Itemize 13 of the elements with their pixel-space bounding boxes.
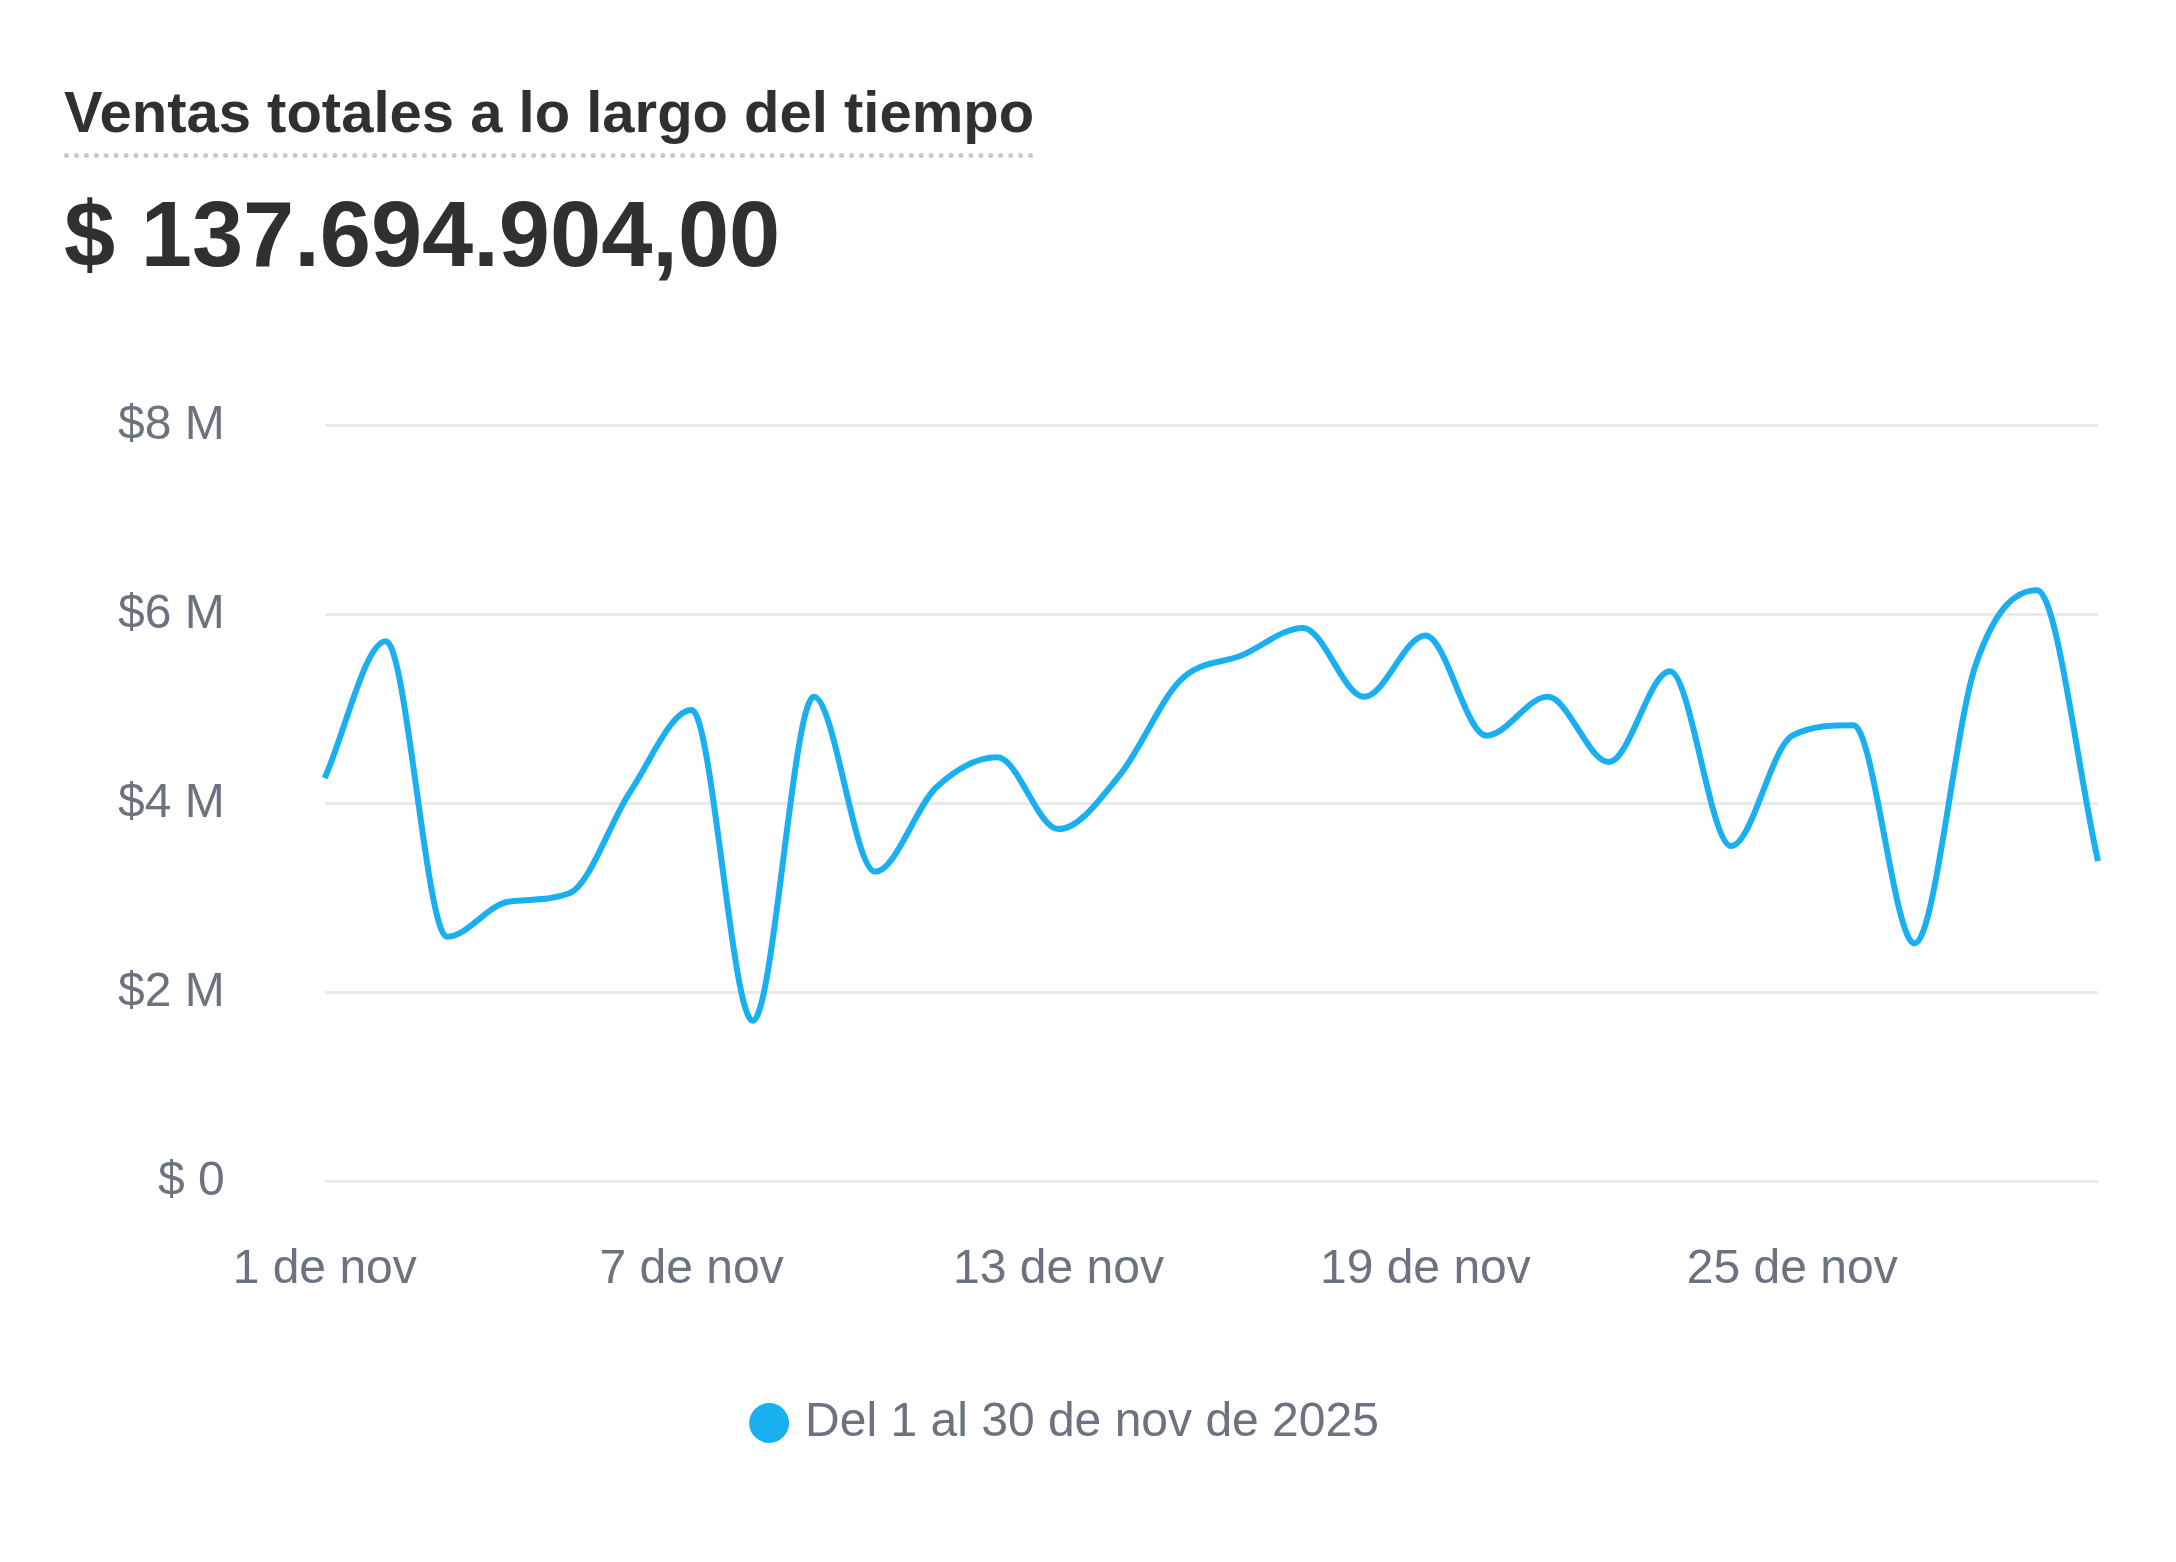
y-tick-label: $ 0 [157,1151,225,1205]
x-tick-label: 7 de nov [599,1240,784,1294]
y-tick-label: $4 M [117,773,225,827]
legend-label: Del 1 al 30 de nov de 2025 [805,1393,1379,1447]
y-tick-label: $6 M [117,584,225,638]
y-tick-label: $2 M [117,962,225,1016]
x-tick-label: 25 de nov [1686,1240,1898,1294]
y-tick-label: $8 M [117,396,225,450]
chart-subtitle: $ 137.694.904,00 [64,182,782,287]
x-tick-label: 19 de nov [1319,1240,1531,1294]
x-tick-label: 1 de nov [232,1240,417,1294]
chart-title: Ventas totales a lo largo del tiempo [64,78,1035,158]
x-tick-label: 13 de nov [953,1240,1164,1294]
